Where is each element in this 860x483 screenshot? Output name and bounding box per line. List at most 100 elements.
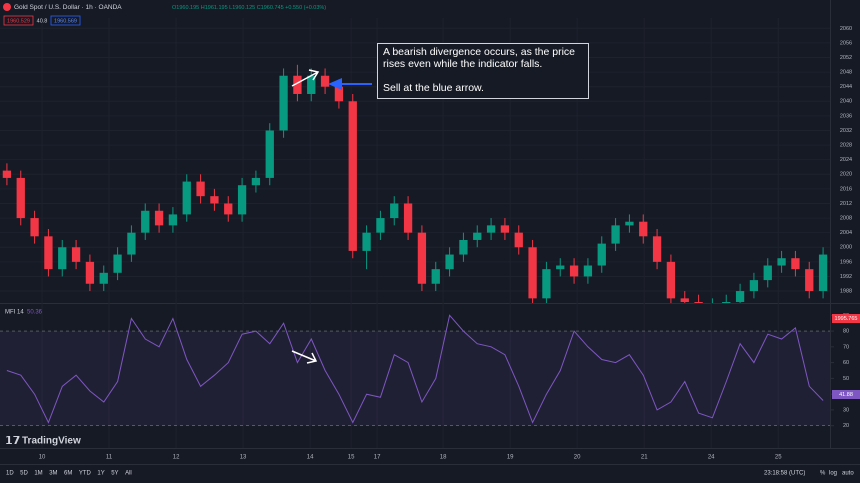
candle-body	[141, 210, 150, 233]
candle-body	[652, 236, 662, 262]
y-tick-label: 2012	[840, 201, 852, 207]
candle-body	[735, 291, 745, 302]
price-tag: 1995.765	[835, 316, 858, 322]
range-button[interactable]: 3M	[49, 471, 57, 477]
candle-body	[2, 170, 12, 178]
candle-body	[611, 225, 620, 244]
candle-body	[58, 247, 67, 270]
candle-body	[99, 272, 108, 284]
candle-body	[431, 269, 440, 284]
range-button[interactable]: 1D	[6, 471, 14, 477]
candle-body	[583, 265, 593, 277]
auto-toggle[interactable]: auto	[842, 471, 854, 477]
y-tick-label: 2040	[840, 99, 852, 105]
range-button[interactable]: 6M	[64, 471, 72, 477]
x-tick-label: 12	[173, 455, 180, 461]
candle-body	[639, 221, 648, 237]
y-tick-label: 2032	[840, 128, 852, 134]
logo-mark: 𝟭𝟳	[5, 435, 20, 447]
candle-body	[251, 177, 261, 186]
candle-body	[500, 225, 510, 233]
mfi-line	[6, 314, 824, 424]
candle-body	[265, 130, 274, 178]
candle-body	[334, 86, 344, 102]
y-tick-label: 2056	[840, 40, 852, 46]
candle-body	[777, 258, 786, 266]
candle-body	[113, 254, 122, 273]
log-toggle[interactable]: log	[829, 471, 837, 477]
ohlc-readout: O1960.195 H1961.195 L1960.125 C1960.745 …	[172, 5, 326, 11]
buy-button[interactable]	[50, 15, 81, 26]
x-tick-label: 25	[775, 455, 782, 461]
buy-price[interactable]: 1960.569	[54, 18, 77, 24]
mfi-tag: 41.88	[839, 392, 853, 398]
y-tick-label: 2004	[840, 230, 852, 236]
candle-body	[417, 232, 427, 284]
sell-price[interactable]: 1960.529	[7, 18, 30, 24]
y-tick-label: 50	[843, 376, 849, 382]
indicator-value: 50.36	[27, 310, 43, 316]
annotation-box: A bearish divergence occurs, as the pric…	[377, 43, 589, 99]
candle-body	[445, 254, 454, 270]
candle-body	[486, 225, 496, 233]
y-tick-label: 1992	[840, 274, 852, 280]
x-tick-label: 15	[348, 455, 355, 461]
candle-body	[528, 247, 537, 299]
candle-body	[625, 221, 634, 226]
y-tick-label: 2000	[840, 245, 852, 251]
range-button[interactable]: 1Y	[97, 471, 104, 477]
annotation-text: A bearish divergence occurs, as the pric…	[383, 46, 576, 70]
range-button[interactable]: 5Y	[111, 471, 118, 477]
range-button[interactable]: YTD	[79, 471, 92, 477]
candle-body	[16, 177, 25, 219]
candle-body	[569, 265, 579, 277]
spread: 40.8	[37, 18, 48, 24]
y-tick-label: 2008	[840, 216, 852, 222]
indicator-name: MFI 14	[5, 310, 24, 316]
clock: 23:18:58 (UTC)	[764, 471, 805, 477]
x-tick-label: 24	[708, 455, 715, 461]
sell-arrow	[328, 78, 372, 90]
candle-body	[459, 239, 468, 255]
range-button[interactable]: 5D	[20, 471, 28, 477]
x-tick-label: 10	[39, 455, 46, 461]
y-tick-label: 20	[843, 423, 849, 429]
candle-body	[708, 306, 716, 307]
y-tick-label: 80	[843, 329, 849, 335]
x-tick-label: 17	[374, 455, 381, 461]
candle-body	[168, 214, 178, 226]
mfi-tag-bg	[832, 390, 860, 399]
range-button[interactable]: 1M	[34, 471, 42, 477]
candle-body	[514, 232, 523, 248]
candle-body	[763, 265, 772, 281]
candle-body	[44, 236, 53, 270]
candle-body	[473, 232, 482, 240]
candle-body	[722, 302, 731, 303]
candle-body	[85, 261, 95, 284]
y-tick-label: 2036	[840, 113, 852, 119]
x-tick-label: 21	[641, 455, 648, 461]
candle-body	[127, 232, 136, 255]
annotation-text: Sell at the blue arrow.	[383, 82, 484, 94]
y-tick-label: 60	[843, 360, 849, 366]
candle-body	[390, 203, 399, 219]
x-tick-label: 11	[106, 455, 113, 461]
candle-body	[237, 185, 247, 215]
candle-body	[376, 218, 385, 233]
price-tag-bg	[832, 314, 860, 323]
sell-button[interactable]	[3, 15, 34, 26]
band-fill	[0, 331, 830, 426]
y-tick-label: 2048	[840, 70, 852, 76]
candle-body	[403, 203, 413, 233]
y-tick-label: 2052	[840, 55, 852, 61]
candle-body	[694, 302, 703, 303]
candle-body	[196, 181, 205, 197]
candle-body	[597, 243, 606, 266]
y-tick-label: 1988	[840, 289, 852, 295]
candle-body	[680, 298, 689, 302]
x-tick-label: 20	[574, 455, 581, 461]
range-button[interactable]: All	[125, 471, 132, 477]
mfi-arrow	[291, 350, 318, 364]
percent-toggle[interactable]: %	[820, 471, 826, 477]
